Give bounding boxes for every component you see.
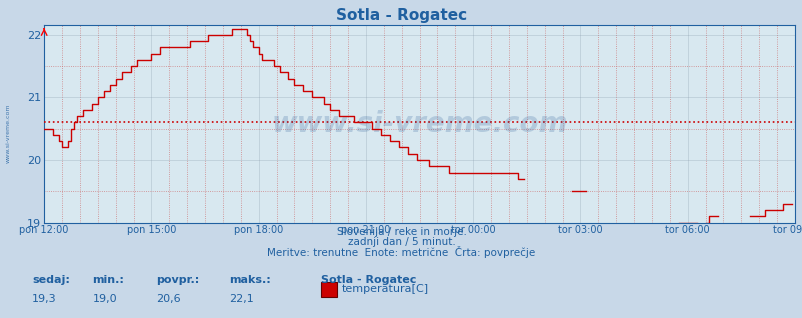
Text: www.si-vreme.com: www.si-vreme.com	[271, 110, 567, 138]
Text: Sotla - Rogatec: Sotla - Rogatec	[321, 275, 416, 285]
Text: 22,1: 22,1	[229, 294, 253, 304]
Text: povpr.:: povpr.:	[156, 275, 200, 285]
Text: maks.:: maks.:	[229, 275, 270, 285]
Text: zadnji dan / 5 minut.: zadnji dan / 5 minut.	[347, 237, 455, 247]
Text: Meritve: trenutne  Enote: metrične  Črta: povprečje: Meritve: trenutne Enote: metrične Črta: …	[267, 246, 535, 259]
Text: www.si-vreme.com: www.si-vreme.com	[6, 104, 10, 163]
Text: 19,0: 19,0	[92, 294, 117, 304]
Text: temperatura[C]: temperatura[C]	[342, 284, 428, 294]
Text: Slovenija / reke in morje.: Slovenija / reke in morje.	[336, 227, 466, 237]
Text: 20,6: 20,6	[156, 294, 181, 304]
Text: min.:: min.:	[92, 275, 124, 285]
Text: 19,3: 19,3	[32, 294, 57, 304]
Text: Sotla - Rogatec: Sotla - Rogatec	[335, 8, 467, 23]
Text: sedaj:: sedaj:	[32, 275, 70, 285]
